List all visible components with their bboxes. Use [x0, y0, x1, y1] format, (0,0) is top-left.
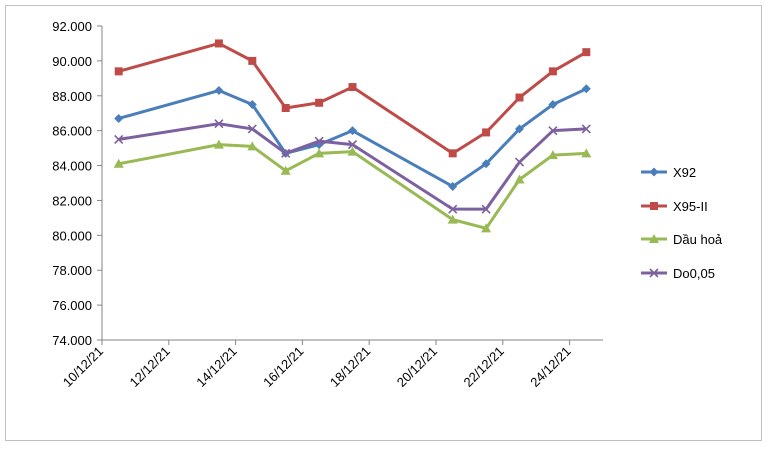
legend-label: Dầu hoả: [673, 232, 723, 247]
marker: [515, 124, 524, 134]
y-tick-label: 76.000: [52, 298, 92, 313]
marker: [581, 84, 591, 94]
marker: [348, 83, 357, 92]
marker: [348, 126, 357, 136]
marker: [114, 113, 124, 123]
marker: [649, 167, 659, 177]
marker: [214, 119, 224, 129]
marker: [247, 124, 257, 134]
marker: [481, 159, 491, 169]
chart-border: [5, 5, 762, 441]
marker: [447, 214, 458, 224]
marker: [448, 149, 457, 158]
marker: [514, 174, 525, 184]
marker: [481, 223, 492, 233]
y-tick-label: 74.000: [52, 333, 92, 348]
legend-label: Do0,05: [673, 266, 715, 281]
marker: [214, 86, 224, 96]
marker: [315, 98, 324, 107]
marker: [347, 140, 358, 150]
marker: [314, 136, 324, 146]
marker: [547, 150, 558, 160]
marker: [281, 148, 291, 158]
marker: [247, 141, 258, 151]
marker: [650, 202, 658, 210]
marker: [548, 67, 557, 76]
marker: [214, 39, 223, 48]
marker: [281, 103, 290, 112]
marker: [448, 204, 458, 214]
marker: [247, 100, 257, 109]
y-tick-label: 80.000: [52, 228, 92, 243]
y-tick-label: 88.000: [52, 89, 92, 104]
marker: [649, 268, 659, 278]
marker: [213, 139, 224, 149]
marker: [248, 56, 257, 65]
marker: [649, 234, 659, 243]
y-tick-label: 90.000: [52, 54, 92, 69]
marker: [581, 148, 592, 158]
y-tick-label: 84.000: [52, 159, 92, 174]
marker: [548, 100, 558, 109]
legend-label: X95-II: [673, 199, 708, 214]
marker: [548, 126, 558, 136]
y-tick-label: 78.000: [52, 263, 92, 278]
marker: [448, 181, 458, 191]
marker: [314, 148, 325, 158]
y-tick-label: 86.000: [52, 124, 92, 139]
marker: [347, 146, 358, 156]
marker: [280, 165, 291, 175]
marker: [582, 48, 591, 57]
y-tick-label: 82.000: [52, 193, 92, 208]
y-tick-label: 92.000: [52, 19, 92, 34]
legend-label: X92: [673, 165, 696, 180]
marker: [482, 128, 491, 137]
marker: [114, 67, 123, 76]
marker: [514, 157, 525, 167]
marker: [113, 158, 124, 168]
marker: [581, 124, 591, 134]
marker: [481, 204, 491, 214]
marker: [114, 134, 124, 144]
marker: [515, 93, 524, 102]
